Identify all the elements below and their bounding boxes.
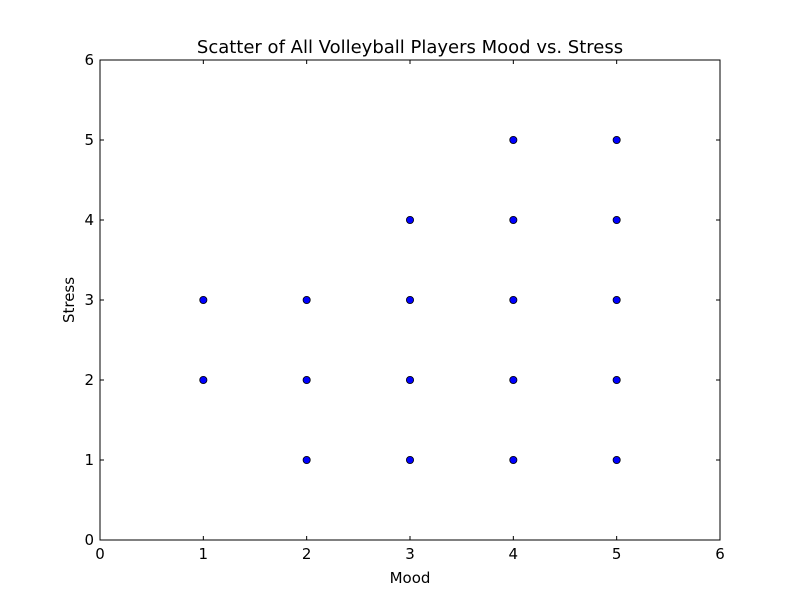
data-point	[612, 295, 621, 304]
data-point	[612, 455, 621, 464]
data-point	[509, 135, 518, 144]
data-point	[612, 375, 621, 384]
x-tick-label: 6	[715, 545, 725, 563]
data-point	[199, 375, 208, 384]
data-point	[302, 455, 311, 464]
data-point	[199, 295, 208, 304]
y-tick-label: 6	[84, 51, 94, 69]
y-tick-label: 0	[84, 531, 94, 549]
data-point	[405, 215, 414, 224]
data-points	[199, 135, 621, 464]
chart-title: Scatter of All Volleyball Players Mood v…	[197, 37, 623, 58]
data-point	[509, 295, 518, 304]
y-axis-label: Stress	[60, 277, 78, 323]
data-point	[405, 455, 414, 464]
x-tick-label: 1	[199, 545, 209, 563]
plot-area-frame	[99, 59, 721, 541]
y-tick-label: 5	[84, 131, 94, 149]
y-tick-label: 3	[84, 291, 94, 309]
y-tick-label: 4	[84, 211, 94, 229]
y-tick-label: 2	[84, 371, 94, 389]
x-tick-label: 5	[612, 545, 622, 563]
x-tick-label: 4	[509, 545, 519, 563]
axis-ticks: 0 1 2 3 4 5 6 0 1 2 3 4 5 6	[84, 51, 724, 563]
data-point	[405, 375, 414, 384]
x-tick-label: 2	[302, 545, 312, 563]
data-point	[509, 215, 518, 224]
data-point	[302, 375, 311, 384]
x-axis-label: Mood	[390, 569, 431, 587]
data-point	[302, 295, 311, 304]
x-tick-label: 0	[95, 545, 105, 563]
data-point	[509, 375, 518, 384]
data-point	[405, 295, 414, 304]
x-tick-label: 3	[405, 545, 415, 563]
y-tick-label: 1	[84, 451, 94, 469]
data-point	[612, 135, 621, 144]
data-point	[509, 455, 518, 464]
data-point	[612, 215, 621, 224]
